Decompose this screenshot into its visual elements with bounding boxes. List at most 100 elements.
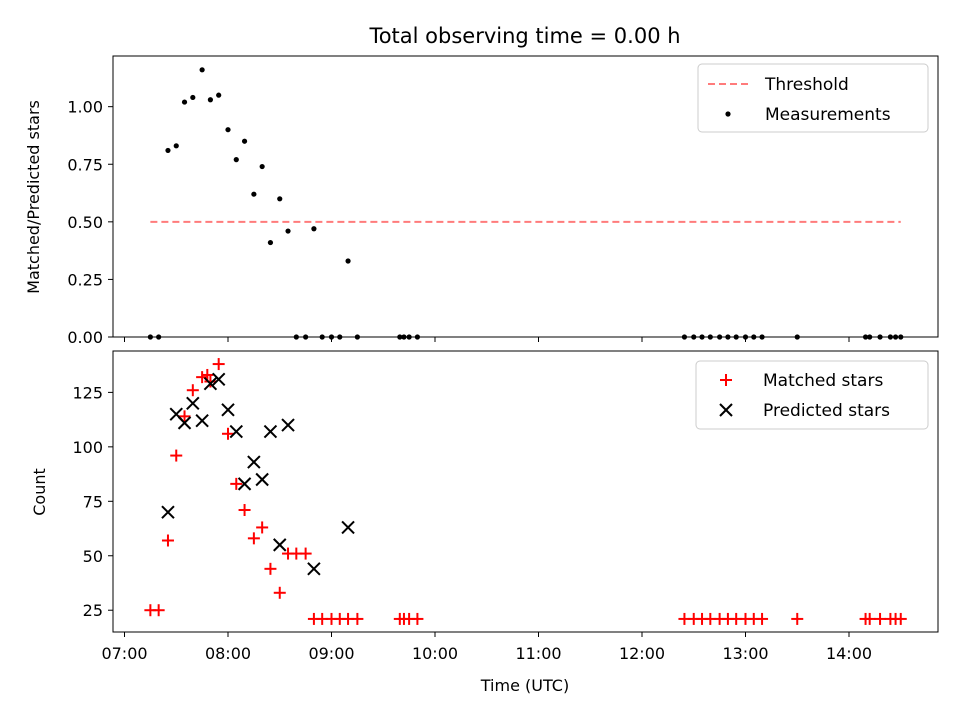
chart-title: Total observing time = 0.00 h	[368, 24, 680, 48]
predicted-star-point	[229, 424, 243, 439]
measurement-point	[165, 147, 171, 154]
top-x-ticks	[124, 337, 850, 342]
y-tick-label: 1.00	[67, 98, 103, 117]
predicted-star-point	[255, 472, 269, 487]
bottom-x-axis: 07:00 08:00 09:00 10:00 11:00 12:00 13:00 14:00	[101, 632, 872, 663]
measurement-point	[181, 99, 188, 105]
top-y-axis: 0.00 0.25 0.50 0.75 1.00	[67, 98, 113, 347]
matched-star-point	[299, 547, 312, 560]
y-tick-label: 0.25	[67, 270, 103, 289]
y-tick-label: 0.50	[67, 213, 103, 232]
y-tick-label: 125	[72, 383, 103, 402]
y-tick-label: 25	[83, 601, 103, 620]
matched-star-point	[201, 368, 214, 381]
measurement-point	[277, 196, 283, 202]
bottom-legend-box	[695, 360, 929, 430]
matched-star-point	[230, 477, 243, 490]
x-tick-label: 08:00	[205, 644, 251, 663]
predicted-star-point	[237, 477, 252, 491]
x-tick-label: 09:00	[308, 644, 354, 663]
top-axes-frame	[112, 55, 939, 338]
matched-star-point	[152, 604, 165, 617]
predicted-legend-swatch	[719, 403, 733, 417]
measurement-point	[311, 226, 317, 232]
predicted-stars-layer	[161, 372, 355, 576]
y-tick-label: 75	[83, 492, 103, 511]
x-tick-label: 07:00	[101, 644, 147, 663]
matched-legend-swatch	[720, 374, 732, 386]
x-tick-label: 12:00	[619, 644, 665, 663]
measurement-point	[173, 143, 179, 149]
measurements-layer	[147, 67, 904, 340]
matched-star-point	[874, 612, 887, 625]
matched-star-point	[756, 612, 769, 625]
top-y-axis-label: Matched/Predicted stars	[24, 100, 43, 294]
matched-star-point	[212, 358, 225, 371]
matched-star-point	[204, 375, 217, 388]
measurement-point	[199, 67, 205, 73]
matched-star-point	[238, 504, 251, 517]
predicted-star-point	[211, 372, 226, 387]
predicted-legend-label: Predicted stars	[763, 401, 890, 421]
bottom-axes-frame	[112, 350, 939, 633]
measurement-point	[190, 94, 196, 101]
y-tick-label: 0.00	[67, 328, 103, 347]
predicted-star-point	[281, 418, 295, 432]
predicted-star-point	[177, 416, 192, 430]
predicted-star-point	[186, 396, 200, 410]
bottom-panel: 25 50 75 100 125 07:00 08:00 09:00 10:00 11:00 12…	[30, 350, 939, 695]
measurement-point	[285, 228, 291, 234]
measurements-legend-label: Measurements	[765, 105, 891, 125]
predicted-star-point	[221, 403, 235, 417]
matched-legend-label: Matched stars	[763, 371, 883, 391]
measurement-point	[251, 191, 257, 197]
matched-star-point	[273, 586, 286, 599]
top-legend-box	[697, 63, 929, 133]
matched-stars-layer	[144, 358, 907, 625]
top-legend: Threshold Measurements	[697, 63, 929, 133]
matched-star-point	[411, 612, 424, 625]
x-tick-label: 11:00	[515, 644, 561, 663]
measurement-point	[259, 163, 265, 170]
y-tick-label: 100	[72, 438, 103, 457]
measurement-point	[207, 97, 214, 103]
top-panel: 0.00 0.25 0.50 0.75 1.00 Matched/Predicted s…	[24, 55, 939, 347]
bottom-y-axis-label: Count	[30, 468, 49, 516]
matched-star-point	[161, 534, 174, 547]
predicted-star-point	[263, 424, 278, 439]
x-tick-label: 13:00	[722, 644, 768, 663]
measurement-point	[225, 127, 231, 133]
x-axis-label: Time (UTC)	[480, 676, 569, 695]
measurement-point	[216, 92, 222, 98]
matched-star-point	[170, 449, 183, 462]
measurement-point	[233, 157, 239, 163]
matched-star-point	[256, 521, 269, 534]
predicted-star-point	[203, 376, 218, 391]
matched-star-point	[791, 612, 804, 625]
predicted-star-point	[161, 505, 175, 519]
matched-star-point	[196, 371, 209, 384]
matched-star-point	[264, 562, 277, 575]
measurements-legend-swatch	[725, 111, 731, 117]
measurement-point	[267, 239, 274, 246]
matched-star-point	[222, 427, 234, 440]
matched-star-point	[186, 384, 199, 397]
matched-star-point	[247, 532, 260, 545]
threshold-legend-label: Threshold	[764, 75, 849, 95]
measurement-point	[241, 138, 248, 144]
y-tick-label: 50	[83, 547, 103, 566]
bottom-y-axis: 25 50 75 100 125	[72, 383, 113, 620]
matched-star-point	[178, 410, 191, 423]
x-tick-label: 14:00	[826, 644, 872, 663]
matched-star-point	[351, 612, 364, 625]
measurement-point	[345, 258, 351, 264]
matched-star-point	[894, 612, 907, 625]
bottom-legend: Matched stars Predicted stars	[695, 360, 929, 430]
predicted-star-point	[307, 562, 321, 576]
x-tick-label: 10:00	[412, 644, 458, 663]
predicted-star-point	[247, 455, 261, 469]
predicted-star-point	[341, 520, 355, 535]
matched-star-point	[863, 612, 876, 625]
predicted-star-point	[195, 413, 209, 428]
